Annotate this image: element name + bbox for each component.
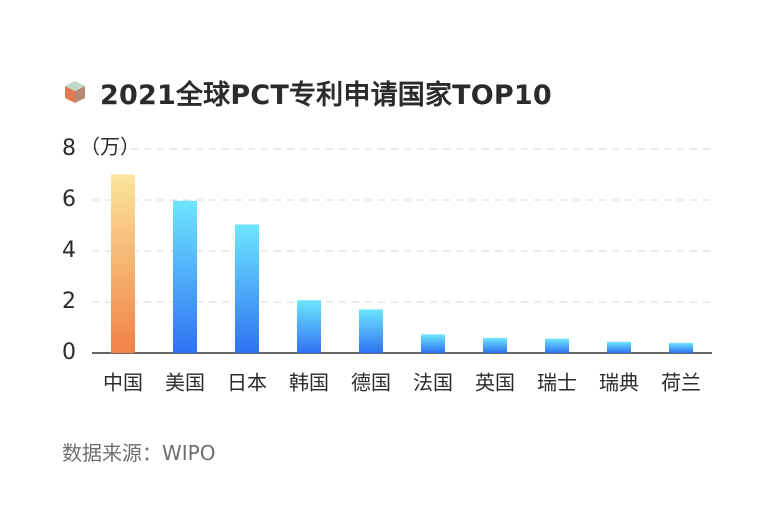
x-tick-label-0: 中国 <box>103 371 143 395</box>
bar-9 <box>669 342 693 353</box>
y-tick-label-6: 6 <box>62 187 76 212</box>
x-tick-label-9: 荷兰 <box>661 371 701 395</box>
cube-icon <box>65 81 85 103</box>
bar-8 <box>607 341 631 353</box>
bar-7 <box>545 338 569 353</box>
bar-5 <box>421 334 445 353</box>
x-tick-label-4: 德国 <box>351 371 391 395</box>
y-tick-label-4: 4 <box>62 238 76 263</box>
bar-0 <box>111 174 135 353</box>
y-unit-label: （万） <box>80 135 140 159</box>
x-tick-label-6: 英国 <box>475 371 515 395</box>
bar-1 <box>173 200 197 353</box>
x-tick-label-2: 日本 <box>227 371 267 395</box>
y-tick-label-8: 8 <box>62 136 76 161</box>
chart-title: 2021全球PCT专利申请国家TOP10 <box>100 79 552 111</box>
x-tick-label-5: 法国 <box>413 371 453 395</box>
bar-2 <box>235 224 259 353</box>
x-tick-label-8: 瑞典 <box>599 371 639 395</box>
bar-6 <box>483 337 507 353</box>
bar-4 <box>359 309 383 353</box>
source-note: 数据来源：WIPO <box>62 441 216 465</box>
x-tick-label-3: 韩国 <box>289 371 329 395</box>
y-tick-label-0: 0 <box>62 340 76 365</box>
x-tick-label-1: 美国 <box>165 371 205 395</box>
y-tick-label-2: 2 <box>62 289 76 314</box>
bar-3 <box>297 300 321 353</box>
x-tick-label-7: 瑞士 <box>537 371 577 395</box>
chart-header: 2021全球PCT专利申请国家TOP10 <box>62 72 552 112</box>
